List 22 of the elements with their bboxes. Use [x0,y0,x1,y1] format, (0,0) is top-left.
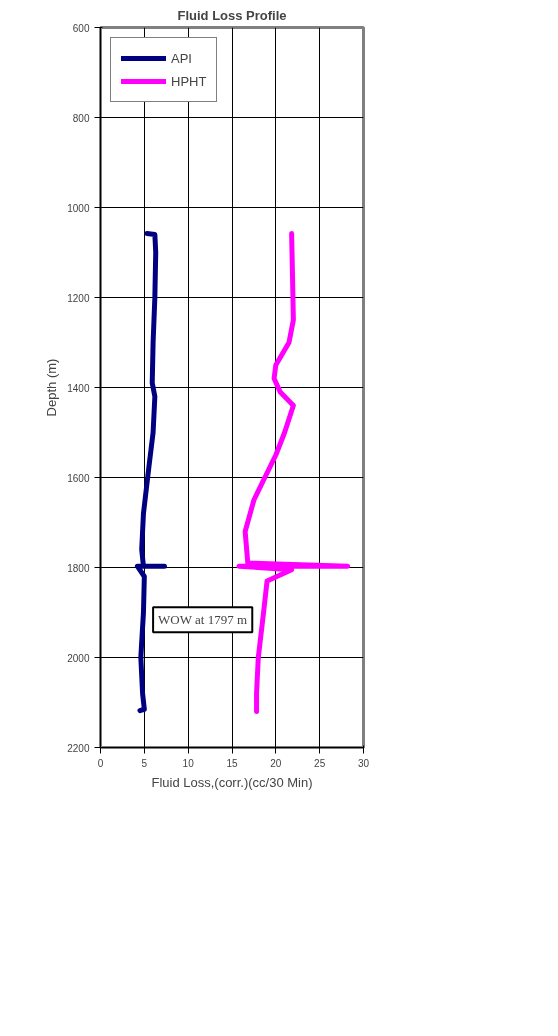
y-axis-title: Depth (m) [44,358,60,417]
x-tick-label: 10 [182,757,195,769]
y-tick-label: 2000 [67,652,90,664]
legend-label: API [171,50,192,66]
y-tick-label: 1600 [67,472,90,484]
chart-title: Fluid Loss Profile [177,7,287,23]
x-tick-label: 30 [357,757,370,769]
x-tick-label: 0 [97,757,104,769]
annotation: WOW at 1797 m [158,612,248,628]
x-axis-title: Fluid Loss,(corr.)(cc/30 Min) [151,774,313,790]
y-tick-label: 600 [72,22,90,34]
y-tick-label: 1000 [67,202,90,214]
x-tick-label: 15 [226,757,238,769]
legend-label: HPHT [171,73,207,89]
y-tick-label: 1200 [67,292,90,304]
x-tick-label: 25 [314,757,326,769]
y-tick-label: 1800 [67,562,90,574]
x-tick-label: 20 [270,757,282,769]
x-tick-label: 5 [141,757,148,769]
y-tick-label: 1400 [67,382,90,394]
y-tick-label: 2200 [67,742,90,754]
y-tick-label: 800 [72,112,90,124]
